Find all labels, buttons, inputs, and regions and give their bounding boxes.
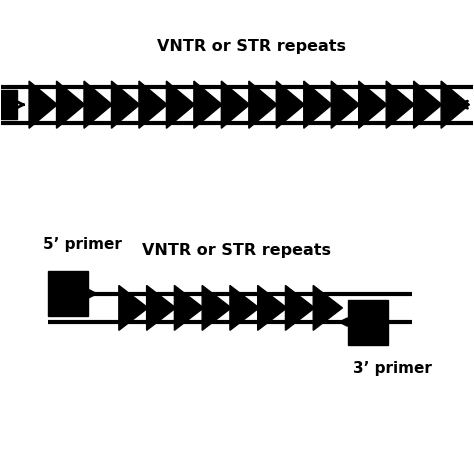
Bar: [0, 91, 17, 119]
Polygon shape: [194, 81, 222, 128]
Polygon shape: [202, 285, 231, 330]
Text: 3’ primer: 3’ primer: [353, 361, 432, 376]
Text: 5’ primer: 5’ primer: [43, 237, 122, 252]
Text: VNTR or STR repeats: VNTR or STR repeats: [157, 38, 346, 54]
Polygon shape: [331, 81, 359, 128]
Polygon shape: [166, 81, 195, 128]
Polygon shape: [56, 81, 85, 128]
Polygon shape: [285, 285, 315, 330]
Polygon shape: [221, 81, 250, 128]
Polygon shape: [119, 285, 148, 330]
Polygon shape: [313, 285, 342, 330]
Polygon shape: [84, 81, 112, 128]
Polygon shape: [441, 81, 469, 128]
Polygon shape: [146, 285, 176, 330]
Text: VNTR or STR repeats: VNTR or STR repeats: [143, 243, 331, 258]
Polygon shape: [111, 81, 140, 128]
Polygon shape: [249, 81, 277, 128]
Polygon shape: [139, 81, 167, 128]
Polygon shape: [414, 81, 442, 128]
Polygon shape: [359, 81, 387, 128]
Polygon shape: [276, 81, 305, 128]
Polygon shape: [230, 285, 259, 330]
Polygon shape: [258, 285, 287, 330]
Bar: [348, 300, 388, 345]
Bar: [48, 271, 88, 316]
Polygon shape: [29, 81, 57, 128]
Polygon shape: [304, 81, 332, 128]
Polygon shape: [386, 81, 414, 128]
Polygon shape: [174, 285, 204, 330]
